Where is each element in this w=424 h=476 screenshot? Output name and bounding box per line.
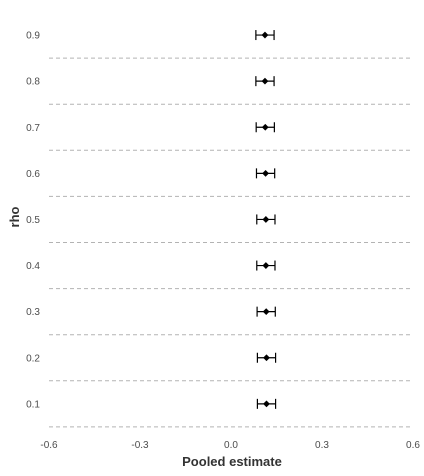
x-tick-label-3: 0.3: [315, 440, 329, 451]
x-axis-ticks: -0.6 -0.3 0.0 0.3 0.6: [40, 440, 420, 451]
estimate-point-0.8: [261, 77, 269, 85]
x-tick-label-1: -0.3: [131, 440, 149, 451]
x-tick-label-0: -0.6: [40, 440, 58, 451]
estimate-point-0.4: [262, 262, 270, 269]
y-tick-label-0.3: 0.3: [26, 307, 40, 318]
estimate-point-0.3: [262, 308, 270, 316]
estimate-point-0.6: [262, 169, 269, 177]
estimate-point-0.2: [263, 354, 270, 362]
y-tick-label-0.5: 0.5: [26, 215, 40, 226]
x-axis-title: Pooled estimate: [182, 454, 282, 469]
estimate-point-0.5: [262, 216, 270, 223]
estimate-point-0.1: [263, 400, 270, 408]
x-tick-label-2: 0.0: [224, 440, 238, 451]
y-tick-label-0.1: 0.1: [26, 399, 40, 410]
y-tick-label-0.6: 0.6: [26, 169, 40, 180]
y-tick-label-0.8: 0.8: [26, 77, 40, 88]
estimate-point-0.7: [261, 123, 269, 131]
y-tick-label-0.2: 0.2: [26, 353, 40, 364]
y-tick-label-0.7: 0.7: [26, 123, 40, 134]
estimate-point-0.9: [261, 31, 269, 39]
y-tick-label-0.4: 0.4: [26, 261, 40, 272]
y-axis-title: rho: [7, 206, 22, 227]
x-tick-label-4: 0.6: [406, 440, 420, 451]
y-tick-label-0.9: 0.9: [26, 31, 40, 42]
plot-rows: 0.9 0.8 0.7 0.6 0.5 0.4 0.3 0.2 0.1: [26, 30, 277, 410]
row-separators: [49, 57, 413, 428]
